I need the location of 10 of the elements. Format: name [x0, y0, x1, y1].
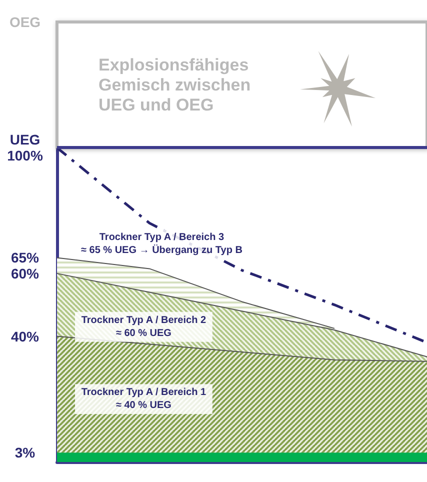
y-tick-label: 60% — [10, 265, 40, 282]
annotation: Trockner Typ A / Bereich 3 ≈ 65 % UEG → Übergang zu Typ B — [81, 232, 242, 256]
annotation: Trockner Typ A / Bereich 2 ≈ 60 % UEG — [81, 314, 206, 339]
y-tick-label: 3% — [14, 444, 36, 461]
y-tick-label: 40% — [10, 328, 40, 344]
y-tick-label: UEG 100% — [7, 132, 44, 164]
y-tick-label: 65% — [10, 250, 40, 266]
band-label: Explosionsfähiges Gemisch zwischen UEG und OEG — [98, 55, 251, 114]
y-tick-label: OEG — [9, 14, 41, 30]
annotation: Trockner Typ A / Bereich 1 ≈ 40 % UEG — [81, 387, 206, 412]
